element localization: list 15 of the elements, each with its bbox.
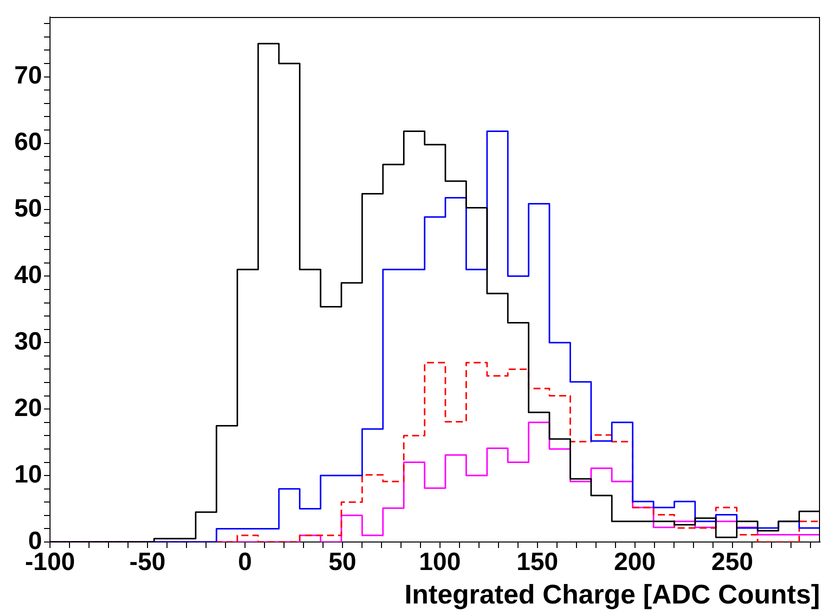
x-axis-title: Integrated Charge [ADC Counts]: [404, 579, 820, 610]
y-tick-label: 30: [14, 328, 42, 356]
x-tick-label: 100: [419, 548, 461, 576]
x-tick-label: 50: [328, 548, 356, 576]
y-tick-label: 60: [14, 128, 42, 156]
y-tick-label: 40: [14, 261, 42, 290]
y-tick-label: 70: [14, 62, 42, 90]
y-tick-label: 20: [14, 394, 42, 422]
x-tick-label: 0: [238, 548, 252, 576]
x-tick-label: 150: [516, 548, 558, 576]
y-tick-label: 10: [14, 460, 42, 488]
x-tick-label: 200: [614, 548, 656, 576]
y-tick-label: 50: [14, 194, 42, 223]
x-tick-label: 250: [711, 548, 754, 576]
x-tick-label: -50: [129, 548, 166, 576]
